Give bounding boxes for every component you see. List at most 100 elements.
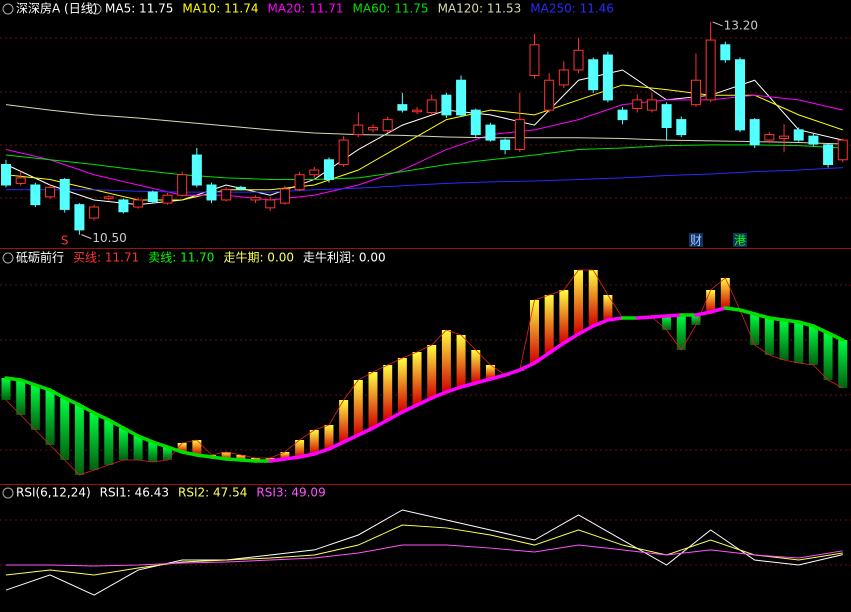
ma-line [5, 104, 843, 145]
bar [750, 314, 760, 345]
candle-body [808, 135, 819, 145]
trend-line [635, 315, 654, 320]
bar [45, 390, 55, 445]
bar [383, 365, 393, 420]
candle-body [294, 174, 305, 191]
candle-body [720, 44, 731, 61]
candle-body [103, 196, 114, 199]
header-label: MA60: 11.75 [353, 2, 429, 16]
trend-line [224, 457, 243, 462]
trend-line [752, 312, 772, 320]
trend-line [356, 426, 375, 437]
trend-line [136, 434, 155, 444]
candle-body [279, 188, 290, 204]
candle-body [779, 135, 790, 140]
candle-body [250, 197, 261, 201]
header-label: 走牛利润: 0.00 [303, 250, 386, 265]
bar [353, 380, 363, 435]
bar [118, 428, 128, 460]
header-label: MA5: 11.75 [105, 2, 173, 16]
candle-body [426, 99, 437, 114]
trend-line [606, 316, 625, 322]
trend-line [371, 418, 390, 430]
candle-body [323, 159, 334, 180]
trend-line [92, 411, 111, 422]
bar [706, 290, 716, 312]
trend-line [341, 433, 361, 444]
trend-line [195, 453, 214, 459]
rsi-line [6, 544, 843, 567]
trend-line [312, 447, 331, 456]
trend-line [811, 324, 830, 335]
trend-line [796, 320, 816, 328]
bar [60, 398, 70, 460]
bar [720, 278, 730, 308]
rsi-line [5, 509, 843, 596]
trend-line [121, 426, 140, 438]
bar [89, 413, 99, 470]
candle-body [89, 206, 100, 219]
candle-body [15, 177, 26, 184]
header-label: MA120: 11.53 [438, 2, 522, 16]
candle-body [793, 129, 804, 141]
trend-line [297, 452, 317, 459]
header-label: RSI(6,12,24) [16, 486, 91, 500]
panel-icon [2, 3, 102, 499]
bar [544, 295, 554, 353]
bar [779, 320, 789, 360]
trend-line [385, 410, 405, 422]
trend-line [283, 455, 302, 461]
trend-line [708, 306, 728, 314]
header-label: 走牛期: 0.00 [223, 250, 294, 265]
trend-line [532, 351, 551, 365]
bar [662, 316, 672, 330]
candle-body [544, 79, 555, 111]
trend-line [826, 331, 845, 342]
annotation-arrow [81, 234, 92, 240]
bar [295, 440, 305, 457]
candle-body [705, 39, 716, 101]
bar-outline [5, 269, 843, 476]
candle-body [558, 69, 569, 86]
candle-body [514, 119, 525, 151]
annotation-arrow [712, 21, 723, 27]
header-label: 深深房A (日线) [16, 1, 97, 16]
header-label: RSI1: 46.43 [100, 486, 169, 500]
candle-body [353, 124, 364, 136]
header-label: RSI3: 49.09 [256, 486, 325, 500]
candle-body [602, 54, 613, 101]
trend-line [268, 457, 287, 463]
candle-body [823, 144, 834, 166]
candle-body [632, 99, 643, 110]
trend-line [547, 341, 566, 355]
header-label: MA250: 11.46 [530, 2, 614, 16]
candle-body [500, 139, 511, 151]
trend-line [209, 455, 228, 461]
candle-body [646, 99, 657, 111]
trend-line [165, 445, 184, 454]
trend-line [239, 458, 258, 463]
candle-body [265, 199, 276, 209]
bar [16, 380, 26, 415]
bar [559, 290, 569, 343]
trend-line [591, 318, 610, 328]
trend-line [33, 383, 52, 392]
bar [324, 425, 334, 449]
header-label: RSI2: 47.54 [178, 486, 247, 500]
trend-line [48, 388, 67, 400]
ma-line [5, 84, 843, 201]
candle-body [162, 194, 173, 204]
bar [148, 442, 158, 462]
trend-line [327, 440, 346, 451]
ma-line [5, 94, 843, 201]
candle-body [676, 119, 687, 136]
candle-body [470, 109, 481, 136]
marker: S [61, 234, 69, 248]
bar [412, 352, 422, 405]
bar [456, 335, 466, 387]
trend-line [488, 373, 507, 381]
candle-body [749, 119, 760, 146]
bar [838, 340, 848, 388]
bar [823, 333, 833, 380]
candle-body [30, 184, 41, 206]
